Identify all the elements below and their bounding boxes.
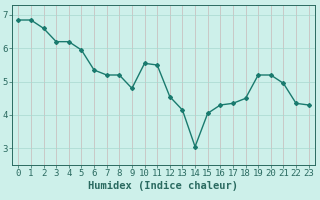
X-axis label: Humidex (Indice chaleur): Humidex (Indice chaleur)	[89, 181, 238, 191]
